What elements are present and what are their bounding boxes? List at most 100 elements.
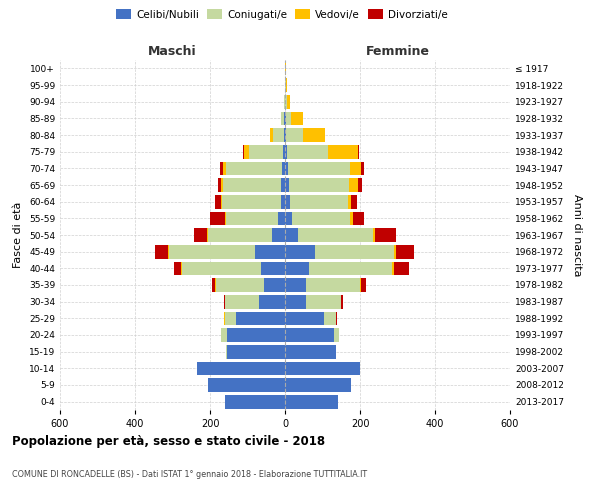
Bar	[334, 328, 340, 342]
Bar	[285, 278, 305, 292]
Bar	[289, 178, 349, 192]
Bar	[285, 245, 315, 258]
Y-axis label: Anni di nascita: Anni di nascita	[572, 194, 583, 276]
Bar	[285, 95, 287, 108]
Bar	[265, 278, 285, 292]
Bar	[272, 228, 285, 242]
Bar	[194, 228, 208, 242]
Bar	[227, 345, 285, 358]
Bar	[392, 262, 394, 275]
Bar	[373, 228, 375, 242]
Bar	[347, 195, 352, 208]
Bar	[361, 162, 364, 175]
Bar	[286, 128, 302, 142]
Bar	[305, 295, 341, 308]
Bar	[395, 245, 415, 258]
Bar	[223, 178, 281, 192]
Bar	[260, 262, 285, 275]
Bar	[225, 395, 285, 408]
Bar	[335, 312, 337, 325]
Bar	[315, 245, 394, 258]
Bar	[285, 145, 287, 158]
Bar	[292, 112, 302, 125]
Text: Popolazione per età, sesso e stato civile - 2018: Popolazione per età, sesso e stato civil…	[12, 435, 325, 448]
Bar	[225, 295, 259, 308]
Bar	[352, 195, 357, 208]
Bar	[281, 178, 285, 192]
Bar	[221, 178, 223, 192]
Bar	[310, 262, 392, 275]
Bar	[285, 162, 288, 175]
Bar	[282, 162, 285, 175]
Bar	[290, 195, 347, 208]
Bar	[182, 262, 260, 275]
Bar	[220, 162, 223, 175]
Bar	[361, 278, 367, 292]
Bar	[215, 195, 221, 208]
Bar	[208, 378, 285, 392]
Bar	[285, 378, 350, 392]
Bar	[285, 262, 310, 275]
Bar	[302, 128, 325, 142]
Bar	[394, 245, 395, 258]
Bar	[285, 345, 335, 358]
Bar	[197, 362, 285, 375]
Bar	[350, 162, 361, 175]
Bar	[210, 212, 225, 225]
Bar	[226, 212, 278, 225]
Bar	[353, 212, 364, 225]
Bar	[208, 228, 272, 242]
Bar	[285, 128, 286, 142]
Bar	[394, 262, 409, 275]
Bar	[285, 295, 305, 308]
Bar	[335, 345, 337, 358]
Bar	[225, 212, 226, 225]
Bar	[284, 112, 285, 125]
Bar	[243, 145, 244, 158]
Bar	[285, 395, 337, 408]
Bar	[305, 278, 360, 292]
Bar	[285, 62, 286, 75]
Bar	[221, 328, 227, 342]
Bar	[287, 95, 290, 108]
Bar	[244, 145, 250, 158]
Bar	[225, 312, 236, 325]
Bar	[284, 95, 285, 108]
Bar	[181, 262, 182, 275]
Bar	[215, 278, 265, 292]
Bar	[286, 78, 287, 92]
Text: Femmine: Femmine	[365, 46, 430, 59]
Bar	[223, 162, 226, 175]
Bar	[284, 128, 285, 142]
Bar	[226, 162, 282, 175]
Bar	[278, 212, 285, 225]
Bar	[350, 212, 353, 225]
Bar	[168, 245, 169, 258]
Bar	[325, 312, 335, 325]
Bar	[298, 228, 373, 242]
Bar	[218, 178, 221, 192]
Bar	[227, 328, 285, 342]
Bar	[281, 195, 285, 208]
Bar	[288, 162, 350, 175]
Bar	[328, 145, 358, 158]
Bar	[375, 228, 395, 242]
Bar	[221, 195, 223, 208]
Bar	[292, 212, 350, 225]
Bar	[255, 245, 285, 258]
Text: Maschi: Maschi	[148, 46, 197, 59]
Y-axis label: Fasce di età: Fasce di età	[13, 202, 23, 268]
Bar	[224, 312, 225, 325]
Legend: Celibi/Nubili, Coniugati/e, Vedovi/e, Divorziati/e: Celibi/Nubili, Coniugati/e, Vedovi/e, Di…	[112, 5, 452, 24]
Bar	[212, 278, 215, 292]
Bar	[224, 295, 225, 308]
Text: COMUNE DI RONCADELLE (BS) - Dati ISTAT 1° gennaio 2018 - Elaborazione TUTTITALIA: COMUNE DI RONCADELLE (BS) - Dati ISTAT 1…	[12, 470, 367, 479]
Bar	[285, 112, 286, 125]
Bar	[270, 128, 273, 142]
Bar	[358, 178, 362, 192]
Bar	[226, 345, 227, 358]
Bar	[223, 312, 224, 325]
Bar	[286, 112, 292, 125]
Bar	[285, 195, 290, 208]
Bar	[250, 145, 283, 158]
